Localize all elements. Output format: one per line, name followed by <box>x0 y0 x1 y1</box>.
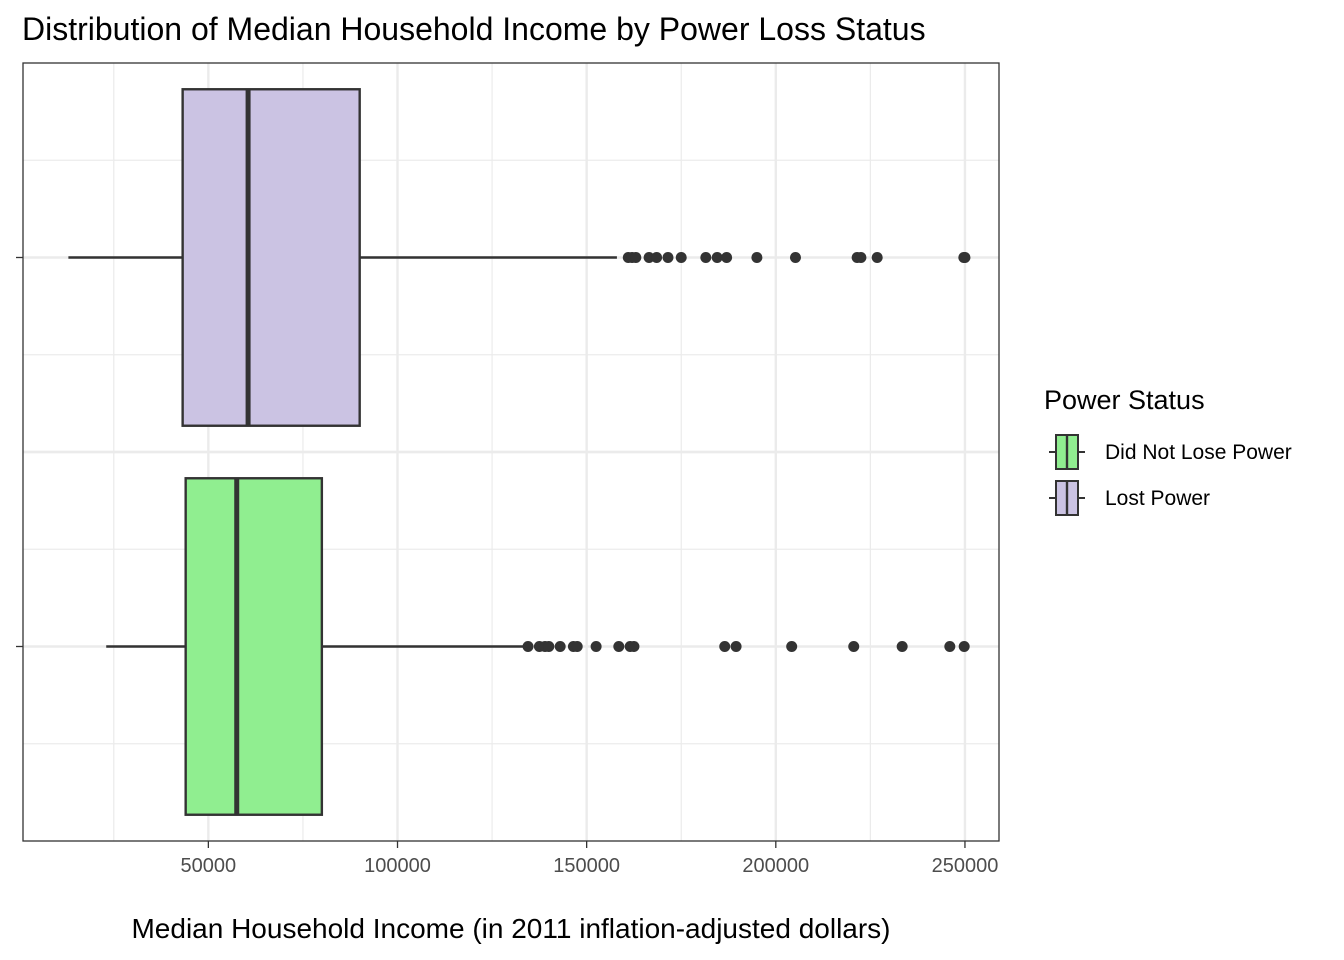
outlier-point <box>662 252 674 263</box>
legend-key <box>1049 480 1085 516</box>
box-did-not-lose-power <box>106 477 970 816</box>
outlier-point <box>700 252 712 263</box>
outlier-point <box>711 252 723 263</box>
outlier-point <box>786 641 798 652</box>
outlier-point <box>789 252 801 263</box>
outlier-point <box>675 252 687 263</box>
outlier-point <box>590 641 602 652</box>
outlier-point <box>958 641 970 652</box>
outlier-point <box>543 641 555 652</box>
outlier-point <box>871 252 883 263</box>
iqr-box <box>181 88 361 427</box>
x-axis: 50000 100000 150000 200000 250000 <box>16 256 999 877</box>
outlier-point <box>651 252 663 263</box>
iqr-box <box>184 477 324 816</box>
legend-label: Did Not Lose Power <box>1105 441 1292 464</box>
legend: Power Status Did Not Lose Power Lost Powe… <box>1044 385 1292 516</box>
x-tick-label: 100000 <box>364 855 431 877</box>
outlier-point <box>730 641 742 652</box>
plot-border <box>22 62 1000 842</box>
boxes <box>68 88 971 816</box>
outlier-point <box>630 252 642 263</box>
x-tick-label: 200000 <box>742 855 809 877</box>
legend-title: Power Status <box>1044 385 1205 415</box>
outlier-point <box>959 252 971 263</box>
outlier-point <box>855 252 867 263</box>
outlier-point <box>848 641 860 652</box>
x-tick-label: 250000 <box>932 855 999 877</box>
outlier-point <box>522 641 534 652</box>
outlier-point <box>896 641 908 652</box>
box-lost-power <box>68 88 971 427</box>
x-tick-label: 50000 <box>181 855 237 877</box>
legend-label: Lost Power <box>1105 487 1210 510</box>
outlier-point <box>628 641 640 652</box>
x-axis-label: Median Household Income (in 2011 inflati… <box>131 913 890 944</box>
outlier-point <box>721 252 733 263</box>
legend-key <box>1049 434 1085 470</box>
outlier-point <box>944 641 956 652</box>
outlier-point <box>571 641 583 652</box>
outlier-point <box>613 641 625 652</box>
outlier-point <box>719 641 731 652</box>
x-tick-label: 150000 <box>553 855 620 877</box>
outlier-point <box>751 252 763 263</box>
outlier-point <box>554 641 566 652</box>
outlier-point <box>643 252 655 263</box>
chart-title: Distribution of Median Household Income … <box>22 11 926 47</box>
